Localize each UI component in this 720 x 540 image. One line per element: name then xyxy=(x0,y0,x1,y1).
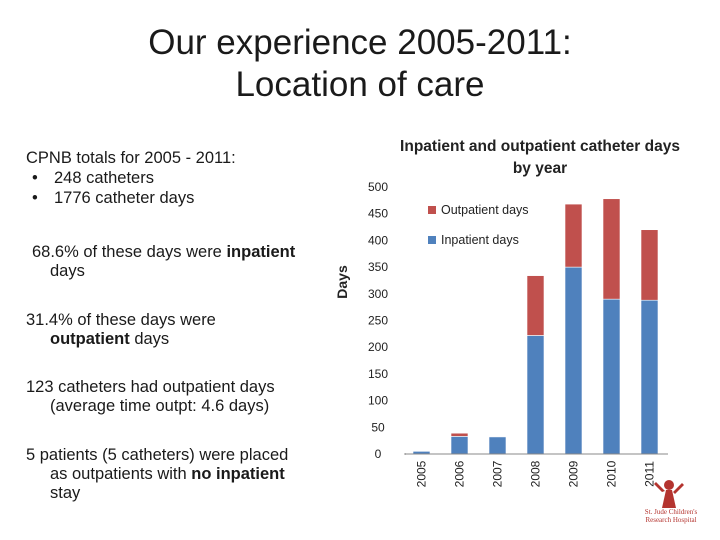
p3-line2: (average time outpt: 4.6 days) xyxy=(50,397,270,415)
page-title-line1: Our experience 2005-2011: xyxy=(148,23,572,62)
y-tick-label: 100 xyxy=(368,394,388,408)
y-tick-label: 350 xyxy=(368,260,388,274)
x-tick-label: 2010 xyxy=(605,460,619,487)
y-tick-label: 50 xyxy=(371,420,385,434)
inpatient-percentage-text: 68.6% of these days were inpatient days xyxy=(26,243,326,281)
bar-outpatient-2010 xyxy=(602,198,621,300)
page-title: Our experience 2005-2011: Location of ca… xyxy=(0,22,720,106)
bar-outpatient-2011 xyxy=(640,229,659,301)
summary-bullet-catheters: 248 catheters xyxy=(26,168,326,188)
summary-heading: CPNB totals for 2005 - 2011: xyxy=(26,149,236,167)
st-jude-logo: St. Jude Children's Research Hospital xyxy=(636,478,706,526)
x-tick-label: 2007 xyxy=(491,460,505,487)
outpatient-placed-text: 5 patients (5 catheters) were placed as … xyxy=(26,446,326,503)
bar-inpatient-2006 xyxy=(450,436,469,455)
st-jude-logo-icon xyxy=(654,480,684,508)
bar-inpatient-2011 xyxy=(640,299,659,455)
summary-bullet-days: 1776 catheter days xyxy=(26,188,326,208)
bar-inpatient-2008 xyxy=(526,335,545,455)
p3-line1: 123 catheters had outpatient days xyxy=(26,378,275,396)
x-tick-label: 2009 xyxy=(567,460,581,487)
p1-text: 68.6% of these days were xyxy=(32,243,227,261)
y-tick-label: 150 xyxy=(368,367,388,381)
page-title-line2: Location of care xyxy=(235,65,485,104)
legend-swatch xyxy=(428,206,436,214)
bar-inpatient-2010 xyxy=(602,298,621,455)
y-tick-label: 200 xyxy=(368,340,388,354)
chart-bars xyxy=(412,198,659,455)
legend-label: Outpatient days xyxy=(441,203,529,217)
legend-label: Inpatient days xyxy=(441,233,519,247)
outpatient-catheters-text: 123 catheters had outpatient days (avera… xyxy=(26,378,326,416)
p1-end: days xyxy=(50,262,85,280)
chart-legend: Outpatient days Inpatient days xyxy=(428,203,529,247)
logo-line2: Research Hospital xyxy=(645,516,697,524)
p2-text: 31.4% of these days were xyxy=(26,311,216,329)
x-tick-label: 2005 xyxy=(415,460,429,487)
bar-inpatient-2009 xyxy=(564,266,583,455)
y-tick-label: 400 xyxy=(368,233,388,247)
x-tick-label: 2008 xyxy=(529,460,543,487)
outpatient-percentage-text: 31.4% of these days were outpatient days xyxy=(26,311,326,349)
bar-outpatient-2009 xyxy=(564,203,583,268)
p4-line2: as outpatients with xyxy=(50,465,192,483)
legend-swatch xyxy=(428,236,436,244)
x-tick-label: 2011 xyxy=(643,461,657,487)
bar-outpatient-2006 xyxy=(450,432,469,437)
y-tick-label: 250 xyxy=(368,314,388,328)
y-axis-label: Days xyxy=(334,265,350,299)
x-tick-label: 2006 xyxy=(453,460,467,487)
y-tick-label: 0 xyxy=(375,447,382,461)
p1-bold: inpatient xyxy=(226,243,296,261)
p4-bold: no inpatient xyxy=(191,465,285,483)
summary-bullets: 248 catheters 1776 catheter days xyxy=(26,168,326,208)
y-axis-ticks: 0 50 100 150 200 250 300 350 400 450 500 xyxy=(368,180,388,461)
p4-line3: stay xyxy=(50,484,81,502)
p4-line1: 5 patients (5 catheters) were placed xyxy=(26,446,289,464)
chart-title: Inpatient and outpatient catheter days b… xyxy=(400,138,680,177)
y-tick-label: 300 xyxy=(368,287,388,301)
bar-outpatient-2008 xyxy=(526,275,545,336)
p2-end: days xyxy=(129,330,170,348)
y-tick-label: 500 xyxy=(368,180,388,194)
y-tick-label: 450 xyxy=(368,207,388,221)
x-axis-ticks: 2005 2006 2007 2008 2009 2010 2011 xyxy=(415,460,657,487)
summary-block: CPNB totals for 2005 - 2011: 248 cathete… xyxy=(26,148,326,208)
p2-bold: outpatient xyxy=(50,330,130,348)
logo-line1: St. Jude Children's xyxy=(644,508,698,516)
bar-inpatient-2007 xyxy=(488,436,507,455)
